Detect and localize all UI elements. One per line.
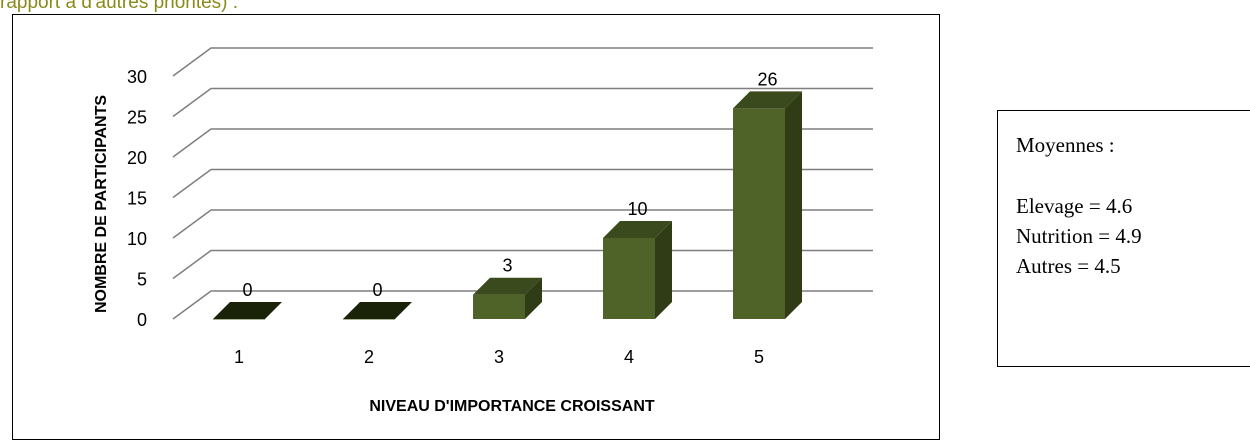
- averages-box: Moyennes : Elevage = 4.6 Nutrition = 4.9…: [997, 110, 1250, 367]
- bar-front: [603, 238, 655, 319]
- bar-front: [473, 294, 525, 319]
- bar-3: [473, 277, 542, 319]
- x-tick-labels: 1 2 3 4 5: [234, 347, 764, 367]
- y-tick-label: 25: [127, 108, 147, 128]
- bar-top: [213, 302, 282, 319]
- average-autres: Autres = 4.5: [1016, 254, 1121, 278]
- y-tick-label: 5: [137, 270, 147, 290]
- y-tick-labels: 0 5 10 15 20 25 30: [127, 67, 147, 330]
- bar-top: [343, 302, 412, 319]
- gridline: [172, 209, 873, 239]
- data-label: 0: [372, 280, 382, 300]
- data-label: 26: [757, 69, 777, 89]
- x-tick-label: 5: [754, 347, 764, 367]
- y-tick-label: 30: [127, 67, 147, 87]
- x-tick-label: 2: [364, 347, 374, 367]
- y-tick-label: 0: [137, 310, 147, 330]
- chart-svg: 0 5 10 15 20 25 30 0 0 3 10 26 1 2 3 4 5 NOMBRE DE PAR…: [93, 47, 873, 415]
- x-axis-label: NIVEAU D'IMPORTANCE CROISSANT: [369, 398, 655, 415]
- data-label: 0: [242, 280, 252, 300]
- x-tick-label: 3: [494, 347, 504, 367]
- gridline: [172, 47, 873, 77]
- bar-front: [343, 319, 395, 320]
- bar-top: [733, 91, 802, 109]
- data-label: 3: [502, 256, 512, 276]
- bar-front: [213, 319, 265, 320]
- grid-layer: [172, 47, 873, 320]
- bar-chart: 0 5 10 15 20 25 30 0 0 3 10 26 1 2 3 4 5 NOMBRE DE PAR…: [12, 14, 940, 440]
- bar-4: [603, 221, 672, 319]
- bar-top: [473, 277, 542, 295]
- y-axis-label: NOMBRE DE PARTICIPANTS: [93, 95, 110, 313]
- y-tick-label: 20: [127, 148, 147, 168]
- bar-side: [525, 277, 542, 319]
- average-nutrition: Nutrition = 4.9: [1016, 224, 1142, 248]
- y-tick-label: 10: [127, 229, 147, 249]
- averages-title: Moyennes :: [1016, 133, 1115, 157]
- gridline: [172, 168, 873, 199]
- bar-1: [213, 302, 282, 320]
- bars-layer: 0 0 3 10 26: [213, 69, 802, 320]
- partial-heading-text: rapport à d'autres priorités) :: [0, 0, 239, 13]
- bar-side: [655, 221, 672, 319]
- y-tick-label: 15: [127, 189, 147, 209]
- bar-front: [733, 108, 785, 320]
- gridline: [172, 128, 873, 158]
- bar-5: [733, 91, 802, 320]
- gridline: [172, 87, 873, 118]
- bar-side: [785, 91, 802, 320]
- bar-2: [343, 302, 412, 320]
- data-label: 10: [627, 199, 647, 219]
- bar-top: [603, 221, 672, 238]
- average-elevage: Elevage = 4.6: [1016, 194, 1133, 218]
- x-tick-label: 4: [624, 347, 634, 367]
- x-tick-label: 1: [234, 347, 244, 367]
